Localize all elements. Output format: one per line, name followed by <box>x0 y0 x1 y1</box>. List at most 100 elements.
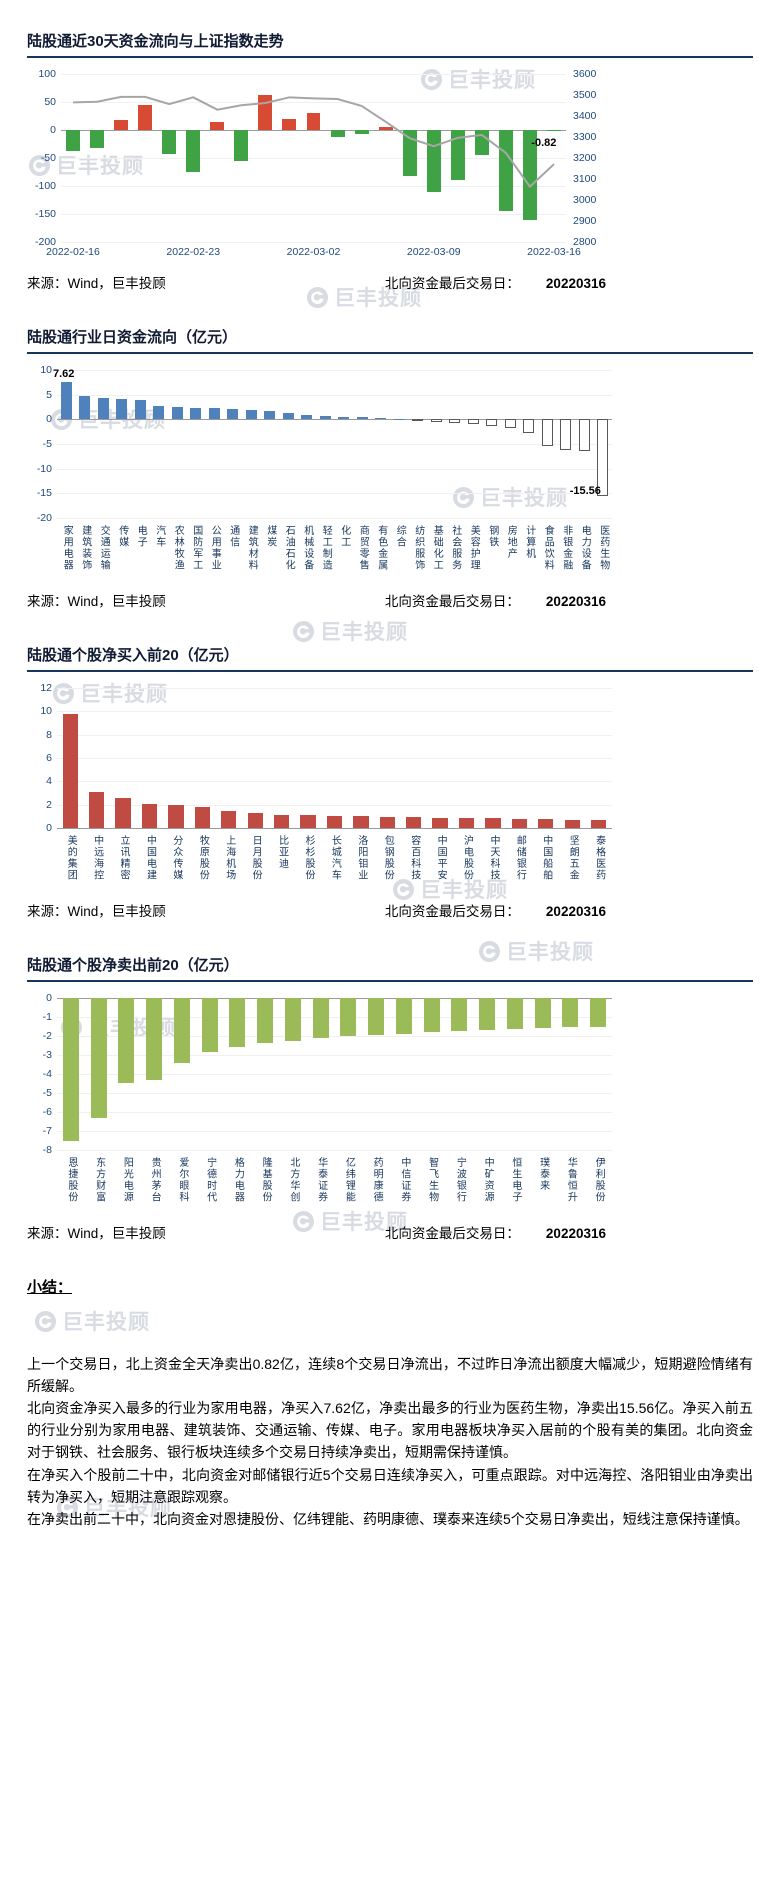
category-slot: 上海机场 <box>216 832 242 888</box>
bar-slot <box>585 688 611 828</box>
bar-value-label: -15.56 <box>569 485 601 498</box>
category-label: 基础化工 <box>431 525 443 571</box>
category-slot: 沪电股份 <box>453 832 479 888</box>
bar <box>578 419 590 452</box>
category-slot: 华泰证券 <box>307 1154 335 1210</box>
bar <box>538 819 554 828</box>
bar-slot <box>181 74 205 242</box>
bar-slot <box>518 74 542 242</box>
gridline <box>57 1112 612 1113</box>
bar <box>368 998 385 1036</box>
bar-slot <box>187 370 206 518</box>
category-slot: 美的集团 <box>57 832 83 888</box>
y-tick-label: 0 <box>46 413 52 426</box>
bar <box>402 130 417 176</box>
category-slot: 杉杉股份 <box>295 832 321 888</box>
index-line-overlay <box>61 74 566 242</box>
category-slot: 石油石化 <box>279 522 298 578</box>
bar-slot <box>85 998 113 1150</box>
category-slot: 美容护理 <box>464 522 483 578</box>
y-tick-label: 2 <box>46 798 52 811</box>
last-trade-label: 北向资金最后交易日： <box>384 1226 520 1241</box>
gridline <box>57 394 612 396</box>
bar <box>379 816 395 828</box>
x-axis-row: 2022-02-16 2022-02-23 2022-03-02 2022-03-09… <box>27 242 612 260</box>
chart-plot-row: 12 10 8 6 4 2 0 <box>27 683 612 833</box>
bar <box>485 818 501 828</box>
category-slot: 计算机 <box>520 522 539 578</box>
category-slot: 中信证券 <box>390 1154 418 1210</box>
bar <box>467 419 479 425</box>
section-title-industry-flow: 陆股通行业日资金流向（亿元） <box>27 329 238 346</box>
bar-slot <box>279 998 307 1150</box>
y-tick-label: -150 <box>34 208 56 220</box>
gridline <box>57 444 612 445</box>
category-slot: 亿纬锂能 <box>335 1154 363 1210</box>
bar-slot <box>372 370 391 518</box>
bar <box>115 798 131 828</box>
category-label: 华泰证券 <box>315 1157 327 1203</box>
zero-axis-line <box>61 130 566 131</box>
section-industry-flow: 陆股通行业日资金流向（亿元） 10 5 0 -5 -10 -15 -20 7.62 -15.56… <box>27 326 753 610</box>
section-title-top-net-sell: 陆股通个股净卖出前20（亿元） <box>27 957 239 974</box>
bar <box>134 399 146 420</box>
category-slot: 综合 <box>390 522 409 578</box>
bar-slot <box>400 688 426 828</box>
bar-slot <box>268 688 294 828</box>
bar <box>90 130 105 149</box>
bar-slot <box>205 370 224 518</box>
category-label: 美容护理 <box>468 525 480 571</box>
bar <box>141 803 158 828</box>
bar <box>186 130 201 172</box>
bar-group: 7.62 -15.56 <box>53 368 612 518</box>
category-label: 洛阳钼业 <box>355 835 367 881</box>
bar <box>60 381 72 420</box>
gridline <box>57 1150 612 1151</box>
gridline <box>57 370 612 371</box>
bar-slot <box>483 370 502 518</box>
category-slot: 包钢股份 <box>374 832 400 888</box>
x-axis-row: 恩捷股份 东方财富 阳光电源 贵州茅台 爱尔眼科 宁德时代 格力电器 隆基股份 北方华创 华泰证券… <box>27 1150 612 1210</box>
category-label: 房地产 <box>505 525 517 560</box>
bar <box>210 121 225 130</box>
category-slot: 商贸零售 <box>353 522 372 578</box>
y-tick-label: -6 <box>42 1106 52 1118</box>
bar <box>412 419 424 422</box>
last-trade-block: 北向资金最后交易日： 20220316 <box>385 1222 606 1242</box>
bar <box>597 419 609 497</box>
category-label: 容百科技 <box>408 835 420 881</box>
last-trade-label: 北向资金最后交易日： <box>384 276 520 291</box>
x-tick-label: 2022-03-02 <box>286 246 341 258</box>
category-label: 电子 <box>135 525 147 548</box>
bar <box>118 998 135 1083</box>
category-label: 医药生物 <box>597 525 609 571</box>
bar-slot <box>301 74 325 242</box>
bar <box>479 998 496 1031</box>
gridline <box>57 1131 612 1132</box>
bar <box>208 408 220 420</box>
bar-slot <box>427 688 453 828</box>
bar <box>90 998 107 1118</box>
y-tick-label: 8 <box>46 728 52 741</box>
bar <box>375 417 387 420</box>
source-text: 来源：Wind，巨丰投顾 <box>27 904 166 919</box>
category-slot: 恒生电子 <box>501 1154 529 1210</box>
bar <box>62 714 78 828</box>
category-label: 公用事业 <box>209 525 221 571</box>
gridline <box>61 242 566 243</box>
bar-slot <box>307 998 335 1150</box>
category-slot: 日月股份 <box>242 832 268 888</box>
source-text: 来源：Wind，巨丰投顾 <box>27 1226 166 1241</box>
category-slot: 恩捷股份 <box>57 1154 85 1210</box>
category-label: 格力电器 <box>232 1157 244 1203</box>
x-axis-labels: 家用电器 建筑装饰 交通运输 传媒 电子 汽车 农林牧渔 国防军工 公用事业 通信 建筑材料 煤炭 石油… <box>57 518 612 578</box>
y-axis-left: 100 50 0 -50 -100 -150 -200 <box>27 69 61 247</box>
bar <box>88 791 105 828</box>
y-tick-label: 3600 <box>573 68 597 80</box>
bar <box>504 419 516 428</box>
category-label: 交通运输 <box>98 525 110 571</box>
bar <box>326 815 343 828</box>
category-label: 社会服务 <box>449 525 461 571</box>
bar-slot <box>398 74 422 242</box>
category-slot: 食品饮料 <box>538 522 557 578</box>
